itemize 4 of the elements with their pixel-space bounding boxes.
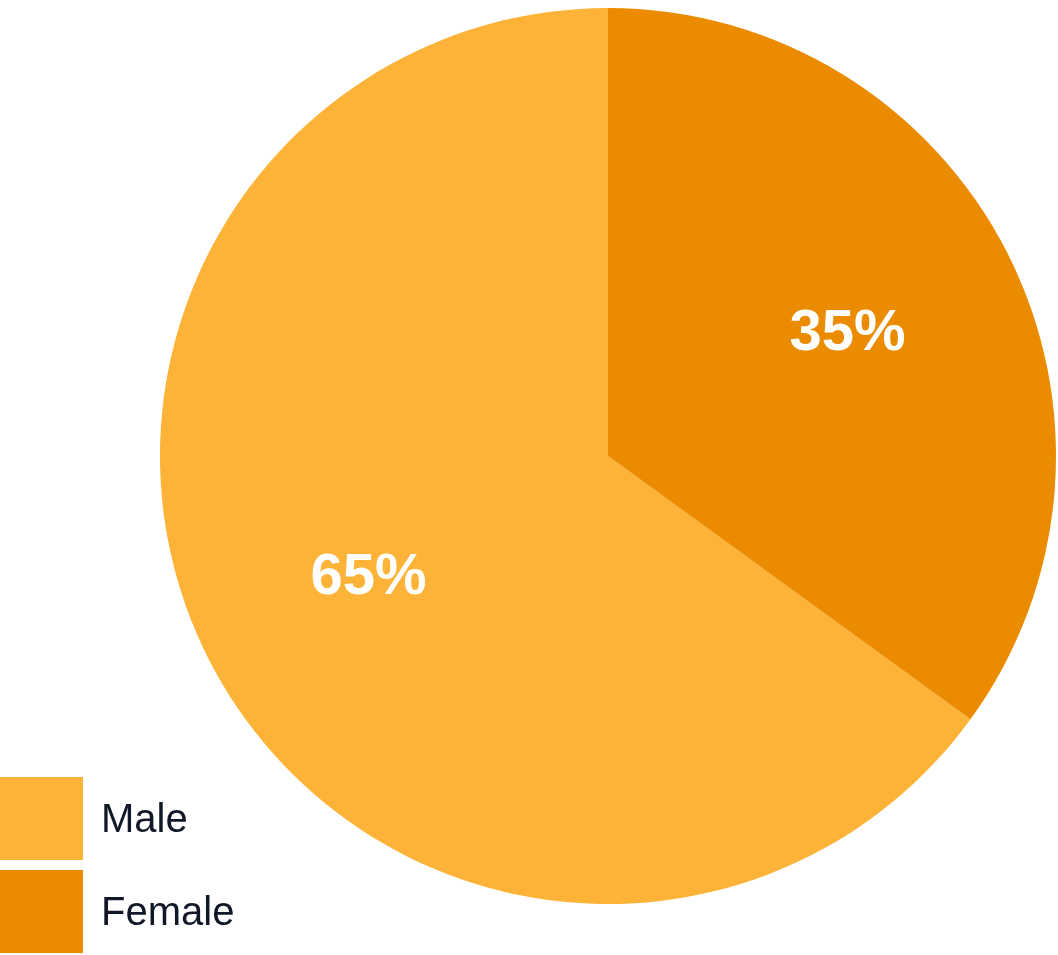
data-label: 35% (789, 296, 906, 362)
data-label: 65% (310, 541, 427, 607)
legend-label: Male (101, 796, 188, 841)
legend-label: Female (101, 889, 235, 934)
